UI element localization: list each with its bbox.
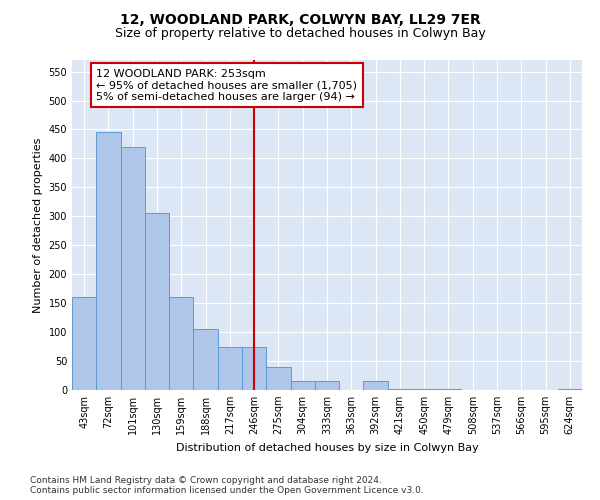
Text: Contains HM Land Registry data © Crown copyright and database right 2024.
Contai: Contains HM Land Registry data © Crown c… — [30, 476, 424, 495]
Bar — [364, 382, 388, 390]
Bar — [315, 382, 339, 390]
Bar — [290, 382, 315, 390]
Bar — [72, 298, 96, 390]
Text: 12 WOODLAND PARK: 253sqm
← 95% of detached houses are smaller (1,705)
5% of semi: 12 WOODLAND PARK: 253sqm ← 95% of detach… — [96, 68, 357, 102]
Text: Size of property relative to detached houses in Colwyn Bay: Size of property relative to detached ho… — [115, 28, 485, 40]
Bar — [266, 367, 290, 390]
X-axis label: Distribution of detached houses by size in Colwyn Bay: Distribution of detached houses by size … — [176, 442, 478, 452]
Bar — [145, 214, 169, 390]
Bar — [169, 298, 193, 390]
Text: 12, WOODLAND PARK, COLWYN BAY, LL29 7ER: 12, WOODLAND PARK, COLWYN BAY, LL29 7ER — [119, 12, 481, 26]
Bar — [412, 389, 436, 390]
Bar — [96, 132, 121, 390]
Bar — [388, 389, 412, 390]
Y-axis label: Number of detached properties: Number of detached properties — [33, 138, 43, 312]
Bar — [242, 346, 266, 390]
Bar — [558, 389, 582, 390]
Bar — [436, 389, 461, 390]
Bar — [218, 346, 242, 390]
Bar — [121, 147, 145, 390]
Bar — [193, 329, 218, 390]
